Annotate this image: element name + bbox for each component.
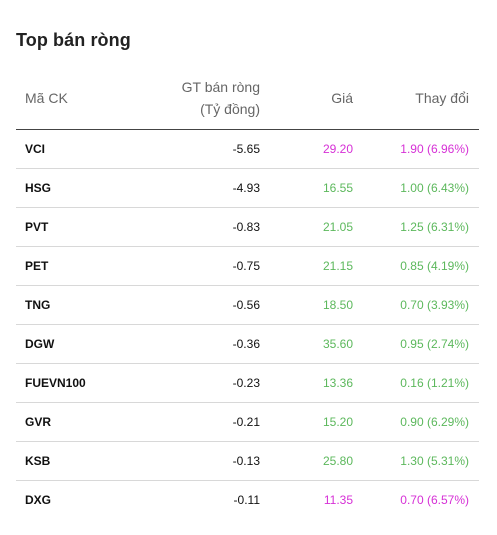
price-value: 21.05 bbox=[322, 220, 353, 234]
table-row[interactable]: GVR -0.21 15.20 0.90 (6.29%) bbox=[16, 403, 479, 442]
stock-code[interactable]: PVT bbox=[25, 220, 49, 234]
price-value: 11.35 bbox=[323, 493, 353, 507]
table-row[interactable]: FUEVN100 -0.23 13.36 0.16 (1.21%) bbox=[16, 364, 479, 403]
price-value: 16.55 bbox=[322, 181, 353, 195]
net-sell-value: -0.56 bbox=[232, 298, 260, 312]
stock-code[interactable]: HSG bbox=[25, 181, 52, 195]
stock-code[interactable]: DXG bbox=[25, 493, 52, 507]
stock-code[interactable]: GVR bbox=[25, 415, 52, 429]
table-header: Mã CK GT bán ròng (Tỷ đồng) Giá Thay đổi bbox=[16, 70, 479, 130]
column-header-net-sell-value-line2: (Tỷ đồng) bbox=[200, 101, 260, 117]
column-header-code[interactable]: Mã CK bbox=[25, 90, 68, 106]
table-body: VCI -5.65 29.20 1.90 (6.96%) HSG -4.93 16.55 1.… bbox=[16, 130, 479, 519]
table-row[interactable]: DGW -0.36 35.60 0.95 (2.74%) bbox=[16, 325, 479, 364]
table-row[interactable]: KSB -0.13 25.80 1.30 (5.31%) bbox=[16, 442, 479, 481]
price-value: 13.36 bbox=[322, 376, 353, 390]
net-sell-value: -0.23 bbox=[232, 376, 260, 390]
panel-title: Top bán ròng bbox=[16, 30, 131, 50]
change-value: 0.95 (2.74%) bbox=[400, 337, 469, 351]
net-sell-value: -0.11 bbox=[233, 493, 260, 507]
price-value: 29.20 bbox=[322, 142, 353, 156]
price-value: 18.50 bbox=[322, 298, 353, 312]
change-value: 0.70 (6.57%) bbox=[400, 493, 469, 507]
change-value: 0.16 (1.21%) bbox=[400, 376, 469, 390]
net-sell-value: -0.21 bbox=[232, 415, 260, 429]
change-value: 0.90 (6.29%) bbox=[400, 415, 469, 429]
change-value: 1.00 (6.43%) bbox=[400, 181, 469, 195]
stock-code[interactable]: PET bbox=[25, 259, 49, 273]
net-sell-value: -5.65 bbox=[232, 142, 260, 156]
column-header-price[interactable]: Giá bbox=[331, 90, 353, 106]
column-header-change[interactable]: Thay đổi bbox=[415, 90, 469, 106]
change-value: 0.85 (4.19%) bbox=[400, 259, 469, 273]
change-value: 0.70 (3.93%) bbox=[400, 298, 469, 312]
net-sell-value: -0.36 bbox=[232, 337, 260, 351]
change-value: 1.25 (6.31%) bbox=[400, 220, 469, 234]
price-value: 35.60 bbox=[322, 337, 353, 351]
price-value: 15.20 bbox=[322, 415, 353, 429]
table-row[interactable]: DXG -0.11 11.35 0.70 (6.57%) bbox=[16, 481, 479, 519]
net-sell-value: -0.13 bbox=[232, 454, 260, 468]
column-header-net-sell-value-line1: GT bán ròng bbox=[181, 79, 260, 95]
net-sell-value: -0.83 bbox=[232, 220, 260, 234]
net-sell-value: -0.75 bbox=[232, 259, 260, 273]
net-sell-table: Mã CK GT bán ròng (Tỷ đồng) Giá Thay đổi… bbox=[16, 70, 479, 519]
change-value: 1.90 (6.96%) bbox=[400, 142, 469, 156]
table-row[interactable]: PVT -0.83 21.05 1.25 (6.31%) bbox=[16, 208, 479, 247]
change-value: 1.30 (5.31%) bbox=[400, 454, 469, 468]
net-sell-value: -4.93 bbox=[232, 181, 260, 195]
table-row[interactable]: TNG -0.56 18.50 0.70 (3.93%) bbox=[16, 286, 479, 325]
table-row[interactable]: HSG -4.93 16.55 1.00 (6.43%) bbox=[16, 169, 479, 208]
stock-code[interactable]: VCI bbox=[25, 142, 46, 156]
price-value: 25.80 bbox=[322, 454, 353, 468]
stock-code[interactable]: KSB bbox=[25, 454, 51, 468]
stock-code[interactable]: TNG bbox=[25, 298, 51, 312]
stock-code[interactable]: FUEVN100 bbox=[25, 376, 86, 390]
price-value: 21.15 bbox=[322, 259, 353, 273]
stock-code[interactable]: DGW bbox=[25, 337, 55, 351]
column-header-net-sell-value[interactable]: GT bán ròng (Tỷ đồng) bbox=[182, 76, 260, 120]
table-row[interactable]: VCI -5.65 29.20 1.90 (6.96%) bbox=[16, 130, 479, 169]
table-row[interactable]: PET -0.75 21.15 0.85 (4.19%) bbox=[16, 247, 479, 286]
